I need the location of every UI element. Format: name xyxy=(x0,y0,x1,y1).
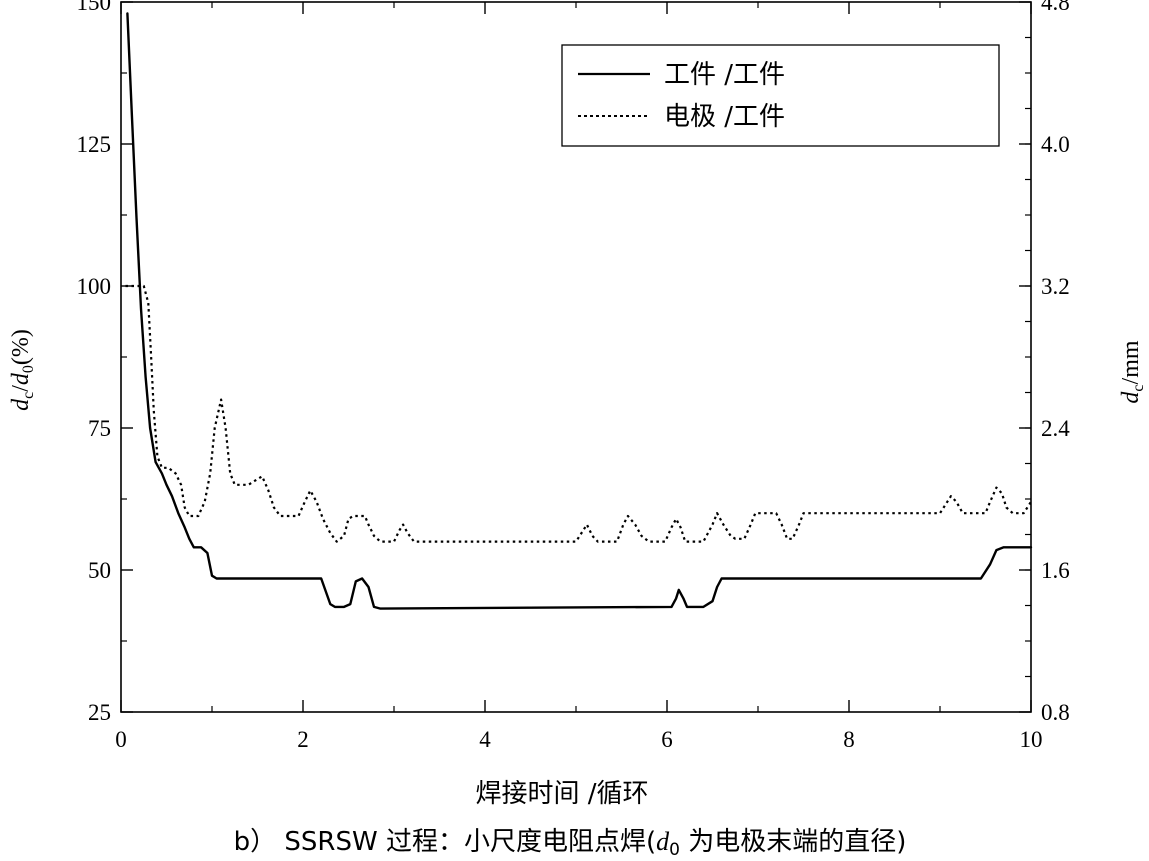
y-tick-label-left: 100 xyxy=(77,274,112,299)
series-line-workpiece xyxy=(126,12,1033,610)
y-tick-label-left: 150 xyxy=(77,0,112,15)
x-tick-label: 4 xyxy=(479,727,491,752)
y-tick-label-right: 3.2 xyxy=(1041,274,1070,299)
y-axis-label-left: dc/d0(%) xyxy=(8,329,37,411)
tick-labels: 0 2 4 6 8 10 25 50 75 100 125 150 0.8 1.6 2.4 3.2 4.0 4.8 xyxy=(77,0,1071,752)
x-tick-label: 2 xyxy=(297,727,309,752)
x-tick-label: 0 xyxy=(115,727,127,752)
x-axis-label: 焊接时间 /循环 xyxy=(475,779,648,809)
x-tick-label: 8 xyxy=(843,727,855,752)
y-axis-label-right: dc/mm xyxy=(1118,340,1147,403)
x-tick-label: 10 xyxy=(1020,727,1043,752)
legend-label-electrode: 电极 /工件 xyxy=(664,102,785,132)
y-tick-label-right: 2.4 xyxy=(1041,416,1070,441)
series-layer xyxy=(125,12,1033,610)
y-tick-label-right: 1.6 xyxy=(1041,558,1070,583)
x-tick-label: 6 xyxy=(661,727,673,752)
legend-box xyxy=(561,44,1000,147)
series-line-electrode xyxy=(125,284,1032,543)
legend: 工件 /工件 电极 /工件 xyxy=(561,44,1000,147)
y-tick-label-left: 75 xyxy=(88,416,111,441)
y-tick-label-left: 25 xyxy=(88,700,111,725)
legend-label-workpiece: 工件 /工件 xyxy=(664,60,785,90)
axis-ticks xyxy=(120,1,1032,713)
y-tick-label-right: 4.0 xyxy=(1041,132,1070,157)
y-tick-label-right: 4.8 xyxy=(1041,0,1070,15)
y-tick-label-left: 50 xyxy=(88,558,111,583)
y-tick-label-left: 125 xyxy=(77,132,112,157)
y-tick-label-right: 0.8 xyxy=(1041,700,1070,725)
figure-caption: b） SSRSW 过程：小尺度电阻点焊(d0 为电极末端的直径) xyxy=(234,827,907,860)
